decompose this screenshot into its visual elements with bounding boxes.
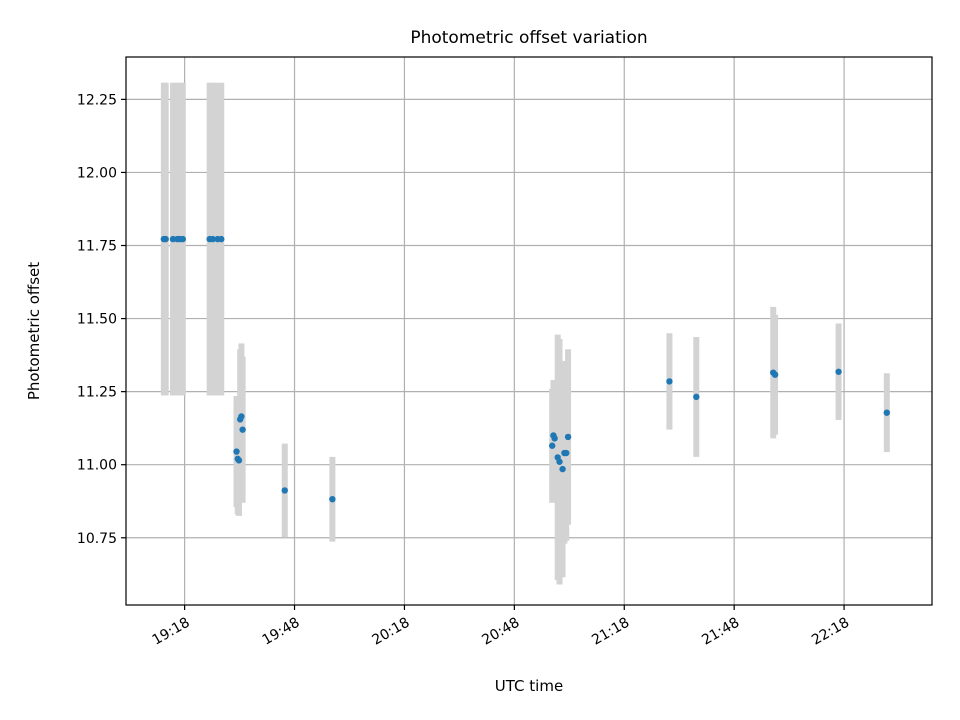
y-axis-label: Photometric offset	[25, 262, 43, 400]
data-point	[559, 465, 566, 473]
data-point	[329, 495, 336, 503]
data-point	[564, 433, 572, 441]
data-points	[160, 235, 891, 503]
y-tick-label: 10.75	[77, 531, 117, 547]
data-point	[218, 235, 225, 243]
data-point	[551, 435, 558, 442]
data-point	[179, 235, 186, 243]
data-point	[239, 426, 246, 433]
y-axis-ticks: 10.75 11.00 11.25 11.50 11.75 12.00 12.25	[77, 92, 126, 547]
data-point	[209, 235, 216, 243]
data-point	[666, 378, 673, 385]
data-point	[233, 448, 240, 455]
grid	[126, 57, 932, 605]
data-point	[693, 393, 700, 401]
y-tick-label: 12.25	[77, 92, 117, 108]
data-point	[556, 458, 563, 465]
data-point	[549, 442, 556, 449]
data-point	[235, 457, 243, 464]
y-tick-label: 12.00	[77, 165, 117, 181]
y-tick-label: 11.50	[77, 312, 117, 328]
data-point	[563, 449, 570, 457]
data-point	[771, 371, 779, 378]
data-point	[162, 235, 169, 243]
plot-frame	[125, 56, 933, 606]
data-point	[238, 413, 245, 420]
data-point	[835, 368, 842, 375]
plot-area	[126, 57, 932, 605]
x-axis-label: UTC time	[495, 677, 563, 695]
y-tick-label: 11.75	[77, 239, 117, 255]
data-point	[883, 409, 891, 416]
chart-title: Photometric offset variation	[410, 28, 647, 48]
y-tick-label: 11.00	[77, 458, 117, 474]
data-point	[281, 487, 288, 494]
y-tick-label: 11.25	[77, 385, 117, 401]
